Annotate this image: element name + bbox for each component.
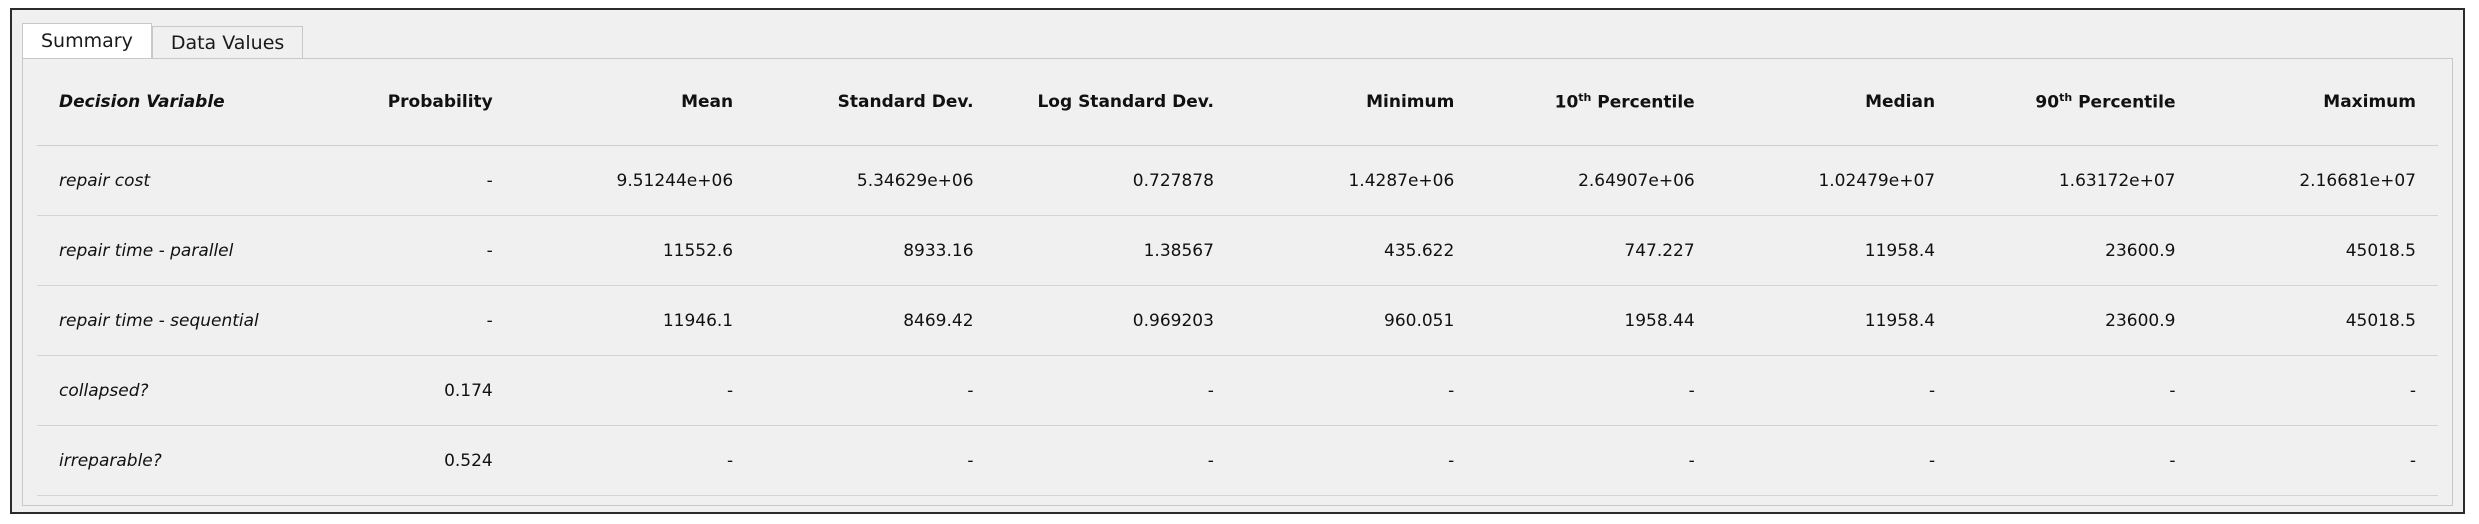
table-row: irreparable? 0.524- - - - - - - -: [37, 425, 2438, 496]
value-cell: -: [274, 285, 515, 356]
value-cell: 45018.5: [2197, 215, 2438, 286]
value-cell: 0.524: [274, 425, 515, 496]
decision-variable-cell: repair cost: [37, 145, 275, 216]
header-probability: Probability: [274, 59, 515, 146]
value-cell: 11552.6: [514, 215, 756, 286]
header-standard-dev: Standard Dev.: [755, 59, 996, 146]
value-cell: -: [1957, 425, 2198, 496]
value-cell: -: [274, 145, 515, 216]
value-cell: 11946.1: [514, 285, 756, 356]
tab-summary[interactable]: Summary: [22, 23, 152, 58]
value-cell: 2.64907e+06: [1476, 145, 1717, 216]
value-cell: 960.051: [1235, 285, 1477, 356]
value-cell: -: [995, 425, 1236, 496]
value-cell: -: [274, 215, 515, 286]
value-cell: -: [2197, 425, 2438, 496]
decision-variable-cell: collapsed?: [37, 355, 275, 426]
header-decision-variable: Decision Variable: [37, 59, 275, 146]
value-cell: 11958.4: [1716, 215, 1958, 286]
value-cell: 5.34629e+06: [755, 145, 996, 216]
value-cell: 747.227: [1476, 215, 1717, 286]
header-row: Decision Variable Probability Mean Stand…: [37, 59, 2438, 146]
header-mean: Mean: [514, 59, 756, 146]
value-cell: 23600.9: [1957, 215, 2198, 286]
summary-window: Summary Data Values Decision Variable Pr…: [10, 8, 2465, 514]
value-cell: 9.51244e+06: [514, 145, 756, 216]
decision-variable-cell: repair time - parallel: [37, 215, 275, 286]
value-cell: 1.38567: [995, 215, 1236, 286]
value-cell: 1.63172e+07: [1957, 145, 2198, 216]
value-cell: -: [1957, 355, 2198, 426]
decision-variable-cell: repair time - sequential: [37, 285, 275, 356]
value-cell: -: [2197, 355, 2438, 426]
value-cell: 11958.4: [1716, 285, 1958, 356]
value-cell: -: [1476, 425, 1717, 496]
value-cell: 0.727878: [995, 145, 1236, 216]
summary-pane: Decision Variable Probability Mean Stand…: [22, 58, 2453, 506]
value-cell: -: [755, 425, 996, 496]
value-cell: 45018.5: [2197, 285, 2438, 356]
table-row: repair time - parallel -11552.6 8933.16 1.3…: [37, 215, 2438, 286]
value-cell: -: [1716, 355, 1958, 426]
tab-bar: Summary Data Values: [22, 23, 304, 58]
summary-table: Decision Variable Probability Mean Stand…: [37, 59, 2438, 496]
header-maximum: Maximum: [2197, 59, 2438, 146]
value-cell: 0.969203: [995, 285, 1236, 356]
value-cell: -: [1716, 425, 1958, 496]
value-cell: 435.622: [1235, 215, 1477, 286]
value-cell: -: [995, 355, 1236, 426]
decision-variable-cell: irreparable?: [37, 425, 275, 496]
header-minimum: Minimum: [1235, 59, 1477, 146]
value-cell: -: [755, 355, 996, 426]
table-row: repair cost -9.51244e+06 5.34629e+06 0.7278…: [37, 145, 2438, 216]
value-cell: 2.16681e+07: [2197, 145, 2438, 216]
value-cell: 0.174: [274, 355, 515, 426]
value-cell: -: [1235, 425, 1477, 496]
header-log-standard-dev: Log Standard Dev.: [995, 59, 1236, 146]
value-cell: 23600.9: [1957, 285, 2198, 356]
table-row: collapsed? 0.174- - - - - - - -: [37, 355, 2438, 426]
table-row: repair time - sequential -11946.1 8469.42 0…: [37, 285, 2438, 356]
value-cell: 8469.42: [755, 285, 996, 356]
tab-data-values[interactable]: Data Values: [151, 26, 304, 58]
value-cell: -: [1235, 355, 1477, 426]
value-cell: 1.02479e+07: [1716, 145, 1958, 216]
value-cell: 1958.44: [1476, 285, 1717, 356]
value-cell: -: [1476, 355, 1717, 426]
value-cell: -: [514, 425, 756, 496]
header-median: Median: [1716, 59, 1958, 146]
value-cell: 1.4287e+06: [1235, 145, 1477, 216]
header-90th-percentile: 90th Percentile: [1957, 59, 2198, 146]
value-cell: 8933.16: [755, 215, 996, 286]
header-10th-percentile: 10th Percentile: [1476, 59, 1717, 146]
value-cell: -: [514, 355, 756, 426]
